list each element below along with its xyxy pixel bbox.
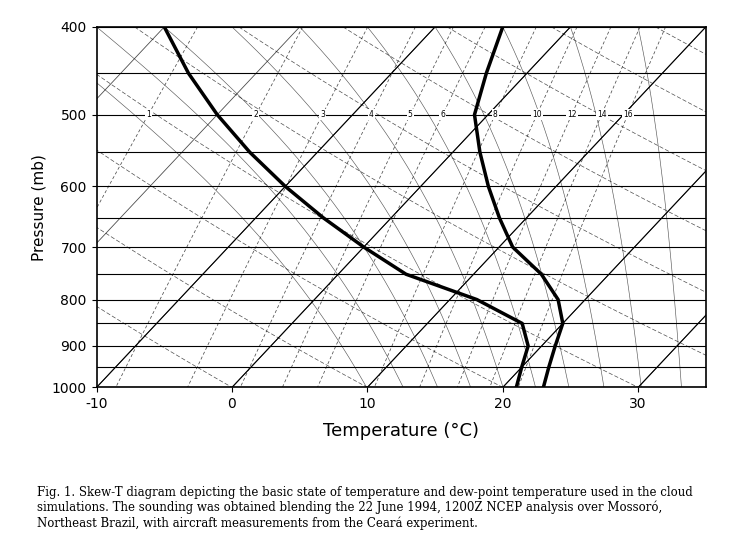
Text: 3: 3 xyxy=(320,110,325,119)
Text: 5: 5 xyxy=(408,110,412,119)
Text: 4: 4 xyxy=(369,110,374,119)
Text: 1: 1 xyxy=(146,110,151,119)
Text: 8: 8 xyxy=(493,110,498,119)
Text: 14: 14 xyxy=(597,110,606,119)
Text: 6: 6 xyxy=(441,110,445,119)
Text: 16: 16 xyxy=(623,110,632,119)
Y-axis label: Pressure (mb): Pressure (mb) xyxy=(31,154,46,260)
Text: 12: 12 xyxy=(567,110,577,119)
X-axis label: Temperature (°C): Temperature (°C) xyxy=(323,422,479,440)
Text: 2: 2 xyxy=(253,110,259,119)
Text: Fig. 1. Skew-T diagram depicting the basic state of temperature and dew-point te: Fig. 1. Skew-T diagram depicting the bas… xyxy=(37,486,693,530)
Text: 10: 10 xyxy=(532,110,542,119)
